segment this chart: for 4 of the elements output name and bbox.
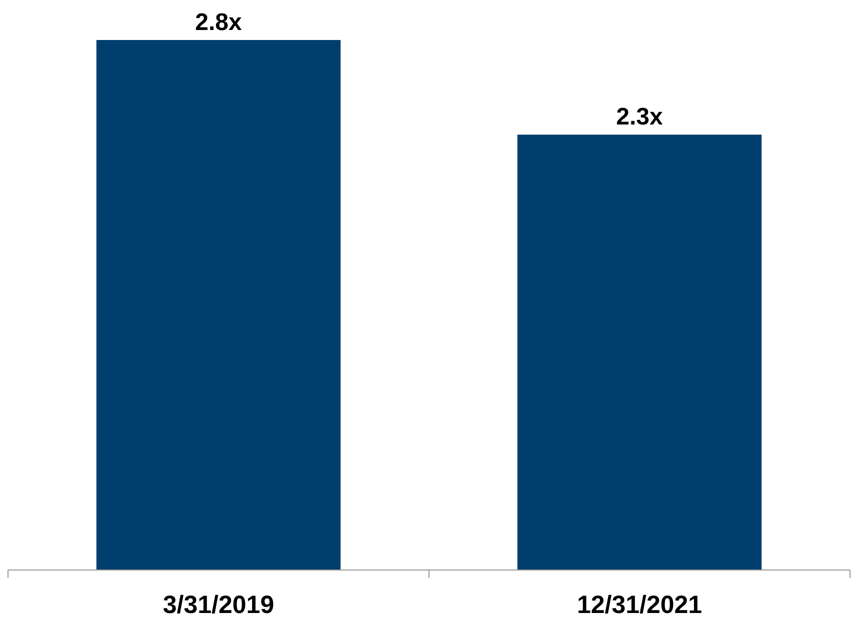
data-label: 2.3x xyxy=(616,104,664,131)
x-tick-label: 12/31/2021 xyxy=(576,591,702,619)
x-tick-label: 3/31/2019 xyxy=(162,591,274,619)
data-label: 2.8x xyxy=(195,9,243,36)
